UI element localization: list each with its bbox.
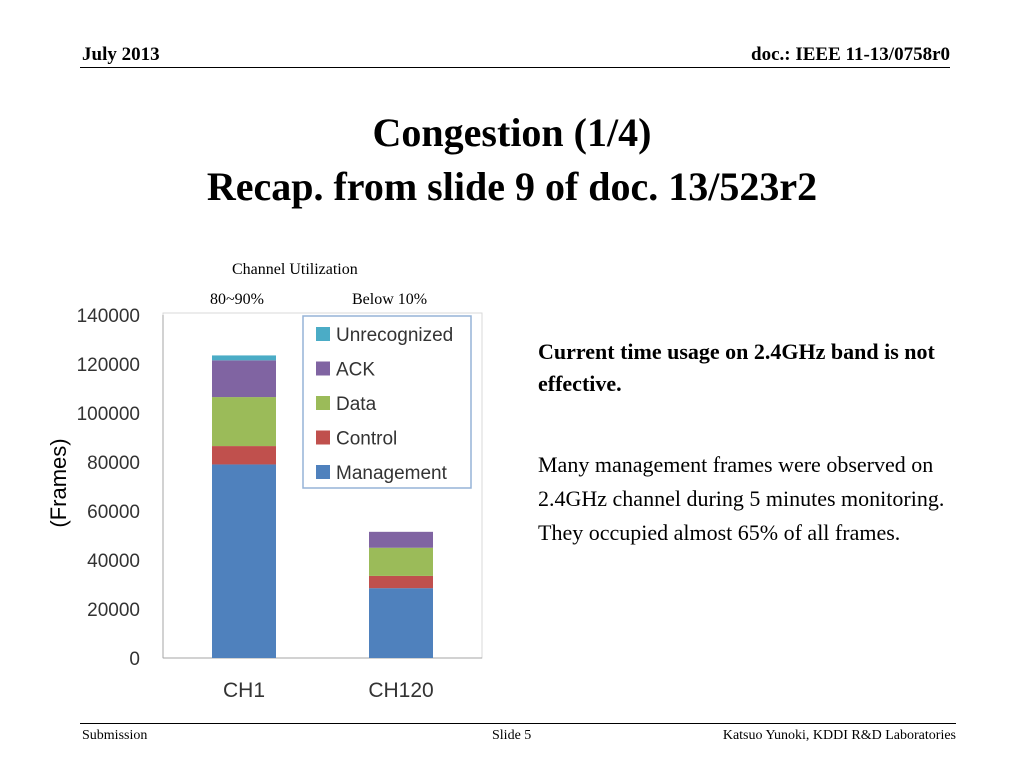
header-rule [80,67,950,68]
footer-slide-number: Slide 5 [492,728,532,743]
y-axis-label: (Frames) [46,438,71,528]
y-tick-label: 140000 [77,306,140,327]
y-tick-label: 100000 [77,404,140,425]
bar-control-ch1 [212,446,276,465]
legend-swatch-ack [316,361,330,376]
y-tick-label: 60000 [87,502,140,523]
legend-label-unrecognized: Unrecognized [336,325,453,346]
x-tick-label: CH1 [223,679,265,702]
footer-author: Katsuo Yunoki, KDDI R&D Laboratories [722,728,956,743]
detail-text: Many management frames were observed on … [538,452,945,545]
key-point: Current time usage on 2.4GHz band is not… [538,339,935,396]
bar-unrecognized-ch1 [212,355,276,361]
footer-submission: Submission [82,728,148,743]
x-tick-label: CH120 [368,679,433,702]
header-date: July 2013 [82,44,160,65]
bar-ack-ch1 [212,360,276,398]
slide-title: Congestion (1/4) [372,110,652,155]
legend-swatch-management [316,465,330,479]
header-doc-number: doc.: IEEE 11-13/0758r0 [751,44,950,65]
legend-label-ack: ACK [336,360,375,381]
legend-label-management: Management [336,463,448,484]
bar-data-ch120 [369,547,433,576]
y-tick-label: 40000 [87,551,140,572]
chart-caption: Channel Utilization [232,261,358,278]
footer-rule [80,723,956,724]
bar-ack-ch120 [369,531,433,548]
legend [302,315,472,489]
bar-data-ch1 [212,397,276,447]
ch1-utilization-label: 80~90% [210,291,264,308]
bar-control-ch120 [369,575,433,589]
legend-label-data: Data [336,394,377,415]
y-tick-label: 0 [129,649,140,670]
y-tick-label: 120000 [77,355,140,376]
bar-management-ch1 [212,464,276,658]
y-tick-label: 20000 [87,600,140,621]
legend-swatch-unrecognized [316,327,330,341]
legend-label-control: Control [336,429,397,450]
legend-swatch-data [316,396,330,410]
legend-swatch-control [316,430,330,445]
bar-management-ch120 [369,588,433,658]
ch120-utilization-label: Below 10% [352,291,428,308]
y-tick-label: 80000 [87,453,140,474]
slide-subtitle: Recap. from slide 9 of doc. 13/523r2 [206,164,818,209]
